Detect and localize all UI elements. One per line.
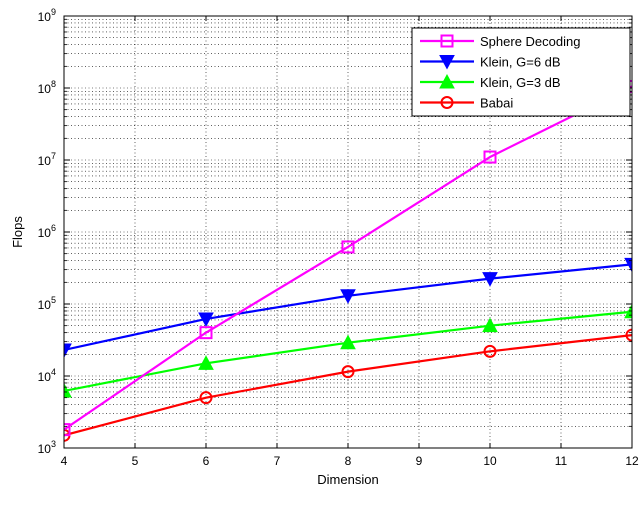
y-tick-label: 107 xyxy=(38,151,56,168)
legend-marker-klein-g-6-db xyxy=(439,55,455,70)
data-point-sphere-decoding xyxy=(199,326,213,340)
legend-box xyxy=(411,27,631,117)
x-tick-label: 5 xyxy=(132,454,139,468)
data-point-klein-g-3-db xyxy=(340,334,356,350)
data-point-sphere-decoding xyxy=(483,150,497,164)
series-line-sphere-decoding xyxy=(64,85,632,431)
legend-marker-sphere-decoding xyxy=(440,34,454,48)
y-tick-label: 104 xyxy=(38,367,56,384)
data-point-klein-g-3-db xyxy=(482,317,498,333)
y-tick-label: 109 xyxy=(38,7,56,24)
axis-ticks: 4 5 6 7 8 9 10 11 12 103 104 105 106 107 108 109 xyxy=(38,7,639,468)
data-point-klein-g-3-db xyxy=(198,355,214,370)
y-tick-label: 108 xyxy=(38,79,56,96)
data-point-babai xyxy=(625,328,632,342)
x-axis-label: Dimension xyxy=(317,472,378,487)
legend: Sphere Decoding Klein, G=6 dB Klein, G=3 d… xyxy=(411,27,631,117)
series-line-babai xyxy=(64,333,632,437)
series-klein-g-6-db xyxy=(64,257,632,359)
data-point-klein-g-3-db xyxy=(624,303,632,319)
x-tick-label: 10 xyxy=(483,454,497,468)
data-point-sphere-decoding xyxy=(341,240,355,254)
legend-marker-klein-g-3-db xyxy=(439,73,455,89)
x-tick-label: 9 xyxy=(416,454,423,468)
x-tick-label: 7 xyxy=(274,454,281,468)
x-tick-label: 8 xyxy=(345,454,352,468)
x-tick-label: 11 xyxy=(555,454,568,468)
x-tick-label: 4 xyxy=(61,454,68,468)
data-point-klein-g-6-db xyxy=(64,343,72,359)
data-point-babai xyxy=(483,344,497,358)
y-tick-label: 103 xyxy=(38,439,56,456)
data-point-babai xyxy=(199,391,213,405)
data-point-klein-g-6-db xyxy=(198,312,214,328)
legend-label-sphere-decoding: Sphere Decoding xyxy=(480,34,580,49)
legend-label-klein-g-6-db: Klein, G=6 dB xyxy=(480,55,561,70)
legend-label-klein-g-3-db: Klein, G=3 dB xyxy=(480,75,561,90)
x-tick-label: 6 xyxy=(203,454,210,468)
y-tick-label: 105 xyxy=(38,295,56,312)
x-tick-label: 12 xyxy=(625,454,639,468)
data-point-babai xyxy=(341,365,355,379)
data-point-klein-g-6-db xyxy=(624,257,632,273)
data-point-klein-g-6-db xyxy=(482,272,498,287)
data-point-sphere-decoding xyxy=(64,423,71,437)
legend-label-babai: Babai xyxy=(480,96,513,111)
y-axis-label: Flops xyxy=(10,216,25,248)
y-tick-label: 106 xyxy=(38,223,56,240)
data-point-klein-g-6-db xyxy=(340,289,356,304)
legend-marker-babai xyxy=(440,96,454,109)
